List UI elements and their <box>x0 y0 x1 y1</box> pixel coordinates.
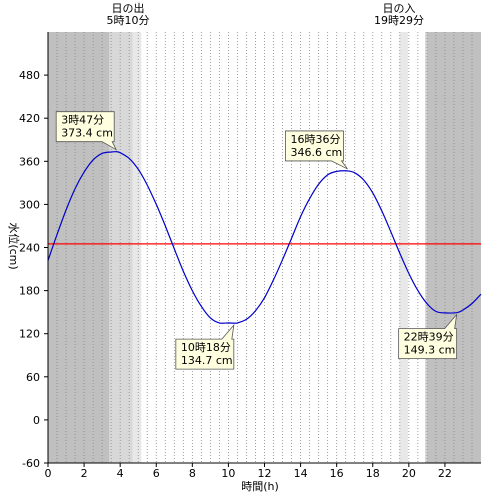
night-band <box>426 32 481 463</box>
annotation-time: 22時39分 <box>404 331 454 344</box>
annotation-value: 134.7 cm <box>181 354 233 367</box>
y-axis-label: 水位(cm) <box>7 222 21 269</box>
annotation-box <box>175 323 235 370</box>
annotation-value: 346.6 cm <box>290 146 342 159</box>
sunrise-label: 日の出 5時10分 <box>107 1 150 27</box>
annotation-time: 16時36分 <box>290 133 340 146</box>
annotation-value: 373.4 cm <box>61 127 113 140</box>
sunset-title: 日の入 <box>383 2 416 15</box>
x-tick-label: 0 <box>45 467 52 480</box>
plot-background <box>48 32 481 463</box>
y-tick-label: 180 <box>19 285 40 298</box>
twilight-band <box>109 32 133 463</box>
x-tick-label: 18 <box>366 467 380 480</box>
x-tick-label: 12 <box>258 467 272 480</box>
annotation-value: 149.3 cm <box>404 344 456 357</box>
annotation-box <box>398 313 458 360</box>
x-tick-label: 2 <box>81 467 88 480</box>
x-tick-label: 10 <box>221 467 235 480</box>
sunset-time: 19時29分 <box>374 14 424 27</box>
sunrise-title: 日の出 <box>112 1 145 15</box>
x-tick-label: 6 <box>153 467 160 480</box>
x-tick-label: 4 <box>117 467 124 480</box>
series-layer <box>47 151 482 324</box>
y-tick-label: 120 <box>19 328 40 341</box>
y-tick-label: 360 <box>19 155 40 168</box>
y-tick-label: 420 <box>19 112 40 125</box>
x-tick-label: 8 <box>189 467 196 480</box>
annotation-box <box>55 111 118 151</box>
x-tick-label: 16 <box>330 467 344 480</box>
y-tick-label: 300 <box>19 198 40 211</box>
x-axis-label: 時間(h) <box>241 480 279 493</box>
annotation-time: 10時18分 <box>181 341 231 354</box>
y-tick-label: 60 <box>26 371 40 384</box>
y-tick-label: -60 <box>22 457 40 470</box>
axes: -60 0 60 120 180 240 300 360 420 480 0 2 4 6 8 10 12 14 16… <box>19 32 481 480</box>
tide-series-line <box>47 151 482 324</box>
x-tick-label: 22 <box>438 467 452 480</box>
annotation-box <box>285 130 348 170</box>
dawn-band <box>399 32 408 463</box>
night-band <box>48 32 110 463</box>
twilight-band <box>425 32 427 463</box>
x-tick-label: 20 <box>402 467 416 480</box>
x-tick-label: 14 <box>294 467 308 480</box>
y-tick-label: 480 <box>19 69 40 82</box>
annotation-time: 3時47分 <box>61 114 104 127</box>
y-tick-label: 240 <box>19 242 40 255</box>
sunrise-time: 5時10分 <box>107 14 150 27</box>
dawn-band <box>132 32 142 463</box>
sunset-label: 日の入 19時29分 <box>374 2 424 27</box>
y-tick-label: 0 <box>33 414 40 427</box>
